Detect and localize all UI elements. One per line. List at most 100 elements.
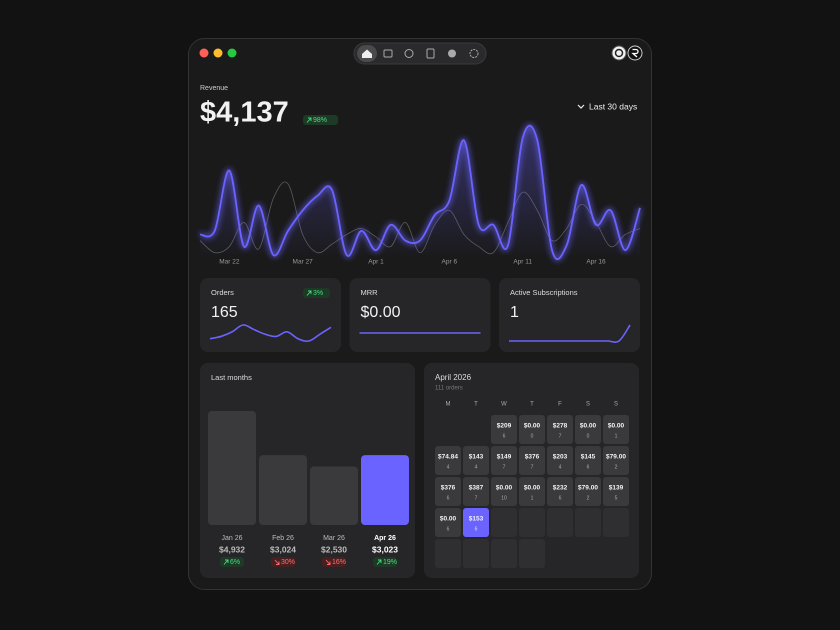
trend-arrow — [306, 290, 312, 296]
calendar-cell-empty — [575, 508, 601, 537]
calendar-cell-empty — [435, 539, 461, 568]
day-orders: 0 — [531, 433, 534, 439]
change-badge — [373, 557, 397, 567]
calendar-cell[interactable] — [603, 477, 629, 506]
close-button[interactable] — [199, 48, 209, 58]
card-title: Active Subscriptions — [510, 288, 578, 297]
dropdown-chevron[interactable] — [577, 104, 585, 109]
calendar-cell[interactable] — [575, 477, 601, 506]
calendar-cell[interactable] — [463, 477, 489, 506]
card-title: Orders — [211, 288, 234, 297]
weekday-label: F — [558, 402, 562, 408]
period-selector[interactable]: Last 30 days — [589, 101, 637, 111]
month-label: Mar 26 — [323, 535, 345, 542]
home-icon[interactable] — [362, 49, 372, 59]
trend-arrow — [325, 559, 331, 565]
day-amount: $376 — [525, 454, 540, 461]
minimize-button[interactable] — [213, 48, 223, 58]
avatar[interactable] — [611, 45, 627, 61]
zoom-button[interactable] — [227, 48, 237, 58]
calendar-cell[interactable] — [603, 446, 629, 475]
month-value: $4,932 — [219, 544, 245, 554]
change-value: 98% — [313, 117, 327, 124]
month-label: Apr 26 — [374, 535, 396, 542]
calendar-cell[interactable] — [575, 415, 601, 444]
calendar-cell-empty — [491, 539, 517, 568]
day-amount: $232 — [553, 485, 568, 492]
day-amount: $0.00 — [524, 423, 541, 430]
change-value: 30% — [281, 559, 295, 566]
day-orders: 10 — [501, 495, 507, 501]
x-tick-label: Mar 27 — [293, 259, 314, 266]
x-tick-label: Apr 11 — [513, 259, 532, 266]
calendar-cell[interactable] — [435, 477, 461, 506]
day-orders: 7 — [559, 433, 562, 439]
change-badge — [303, 115, 338, 125]
day-amount: $145 — [581, 454, 596, 461]
day-orders: 4 — [559, 464, 562, 470]
tab-bar — [353, 42, 487, 65]
month-bar[interactable] — [259, 455, 307, 525]
month-value: $3,024 — [270, 544, 296, 554]
month-bar[interactable] — [361, 455, 409, 525]
calendar-cell[interactable] — [435, 508, 461, 537]
month-value: $2,530 — [321, 544, 347, 554]
change-value: 19% — [383, 559, 397, 566]
month-bar[interactable] — [208, 411, 256, 525]
weekday-label: S — [586, 402, 590, 408]
doc-icon[interactable] — [426, 48, 435, 59]
card-value: $0.00 — [361, 304, 401, 321]
day-amount: $0.00 — [608, 423, 625, 430]
calendar-cell[interactable] — [547, 415, 573, 444]
calendar-cell[interactable] — [575, 446, 601, 475]
change-badge — [303, 288, 330, 298]
day-orders: 6 — [559, 495, 562, 501]
day-amount: $0.00 — [440, 516, 457, 523]
day-orders: 0 — [587, 433, 590, 439]
calendar-cell[interactable] — [547, 477, 573, 506]
calendar-cell[interactable] — [547, 446, 573, 475]
calendar-cell[interactable] — [491, 446, 517, 475]
day-amount: $153 — [469, 516, 484, 523]
day-amount: $0.00 — [524, 485, 541, 492]
day-orders: 1 — [615, 433, 618, 439]
month-bar[interactable] — [310, 466, 358, 525]
user-icon[interactable] — [448, 49, 456, 58]
calendar-icon[interactable] — [383, 49, 393, 58]
calendar-cell[interactable] — [519, 477, 545, 506]
day-orders: 7 — [475, 495, 478, 501]
day-orders: 6 — [587, 464, 590, 470]
day-orders: 4 — [475, 464, 478, 470]
globe-icon[interactable] — [404, 49, 414, 58]
calendar-cell[interactable] — [519, 446, 545, 475]
day-orders: 7 — [531, 464, 534, 470]
day-orders: 6 — [503, 433, 506, 439]
day-amount: $143 — [469, 454, 484, 461]
calendar-cell[interactable] — [603, 415, 629, 444]
calendar-cell[interactable] — [463, 508, 489, 537]
day-amount: $74.84 — [438, 454, 458, 461]
trend-arrow — [223, 559, 229, 565]
weekday-label: T — [530, 402, 534, 408]
change-value: 6% — [230, 559, 240, 566]
day-amount: $203 — [553, 454, 568, 461]
calendar-cell[interactable] — [463, 446, 489, 475]
x-tick-label: Apr 1 — [368, 259, 384, 266]
day-amount: $376 — [441, 485, 456, 492]
calendar-cell[interactable] — [491, 415, 517, 444]
calendar-cell[interactable] — [491, 477, 517, 506]
trend-arrow — [306, 117, 312, 123]
day-orders: 4 — [447, 464, 450, 470]
calendar-cell-empty — [519, 539, 545, 568]
calendar-cell[interactable] — [435, 446, 461, 475]
card-title: MRR — [361, 288, 379, 297]
revenue-area — [200, 125, 640, 260]
day-orders: 6 — [475, 526, 478, 532]
month-label: Jan 26 — [221, 535, 242, 542]
settings-icon[interactable] — [469, 49, 479, 58]
trend-arrow — [274, 559, 280, 565]
x-tick-label: Apr 6 — [442, 259, 458, 266]
calendar-cell[interactable] — [519, 415, 545, 444]
x-tick-label: Mar 22 — [219, 259, 240, 266]
